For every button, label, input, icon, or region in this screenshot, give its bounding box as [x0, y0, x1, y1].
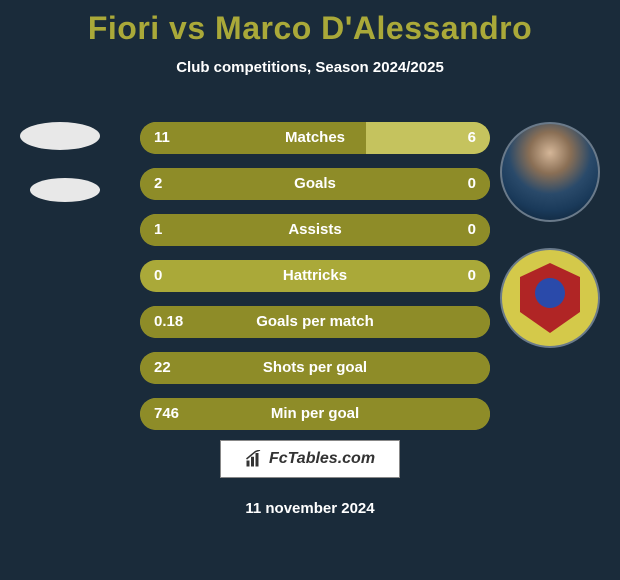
- stat-label: Goals: [140, 168, 490, 200]
- stat-label: Min per goal: [140, 398, 490, 430]
- stat-row: 746Min per goal: [140, 398, 490, 430]
- stat-row: 1Assists0: [140, 214, 490, 246]
- stat-label: Assists: [140, 214, 490, 246]
- player2-avatar: [500, 122, 600, 222]
- logo-text: FcTables.com: [269, 450, 375, 468]
- stat-row: 0.18Goals per match: [140, 306, 490, 338]
- stats-container: 11Matches62Goals01Assists00Hattricks00.1…: [140, 122, 490, 444]
- stat-row: 22Shots per goal: [140, 352, 490, 384]
- stat-label: Matches: [140, 122, 490, 154]
- stat-label: Shots per goal: [140, 352, 490, 384]
- subtitle: Club competitions, Season 2024/2025: [0, 59, 620, 76]
- player1-avatar-placeholder: [20, 122, 100, 150]
- club-crest-icon: [520, 263, 580, 333]
- stat-row: 11Matches6: [140, 122, 490, 154]
- player1-club-placeholder: [30, 178, 100, 202]
- stat-row: 0Hattricks0: [140, 260, 490, 292]
- player2-club-crest: [500, 248, 600, 348]
- stat-row: 2Goals0: [140, 168, 490, 200]
- date-text: 11 november 2024: [0, 500, 620, 517]
- fctables-logo[interactable]: FcTables.com: [220, 440, 400, 478]
- chart-bars-icon: [245, 450, 263, 468]
- stat-label: Goals per match: [140, 306, 490, 338]
- stat-value-right: 6: [468, 122, 476, 154]
- stat-value-right: 0: [468, 168, 476, 200]
- page-title: Fiori vs Marco D'Alessandro: [0, 0, 620, 47]
- stat-value-right: 0: [468, 260, 476, 292]
- stat-label: Hattricks: [140, 260, 490, 292]
- stat-value-right: 0: [468, 214, 476, 246]
